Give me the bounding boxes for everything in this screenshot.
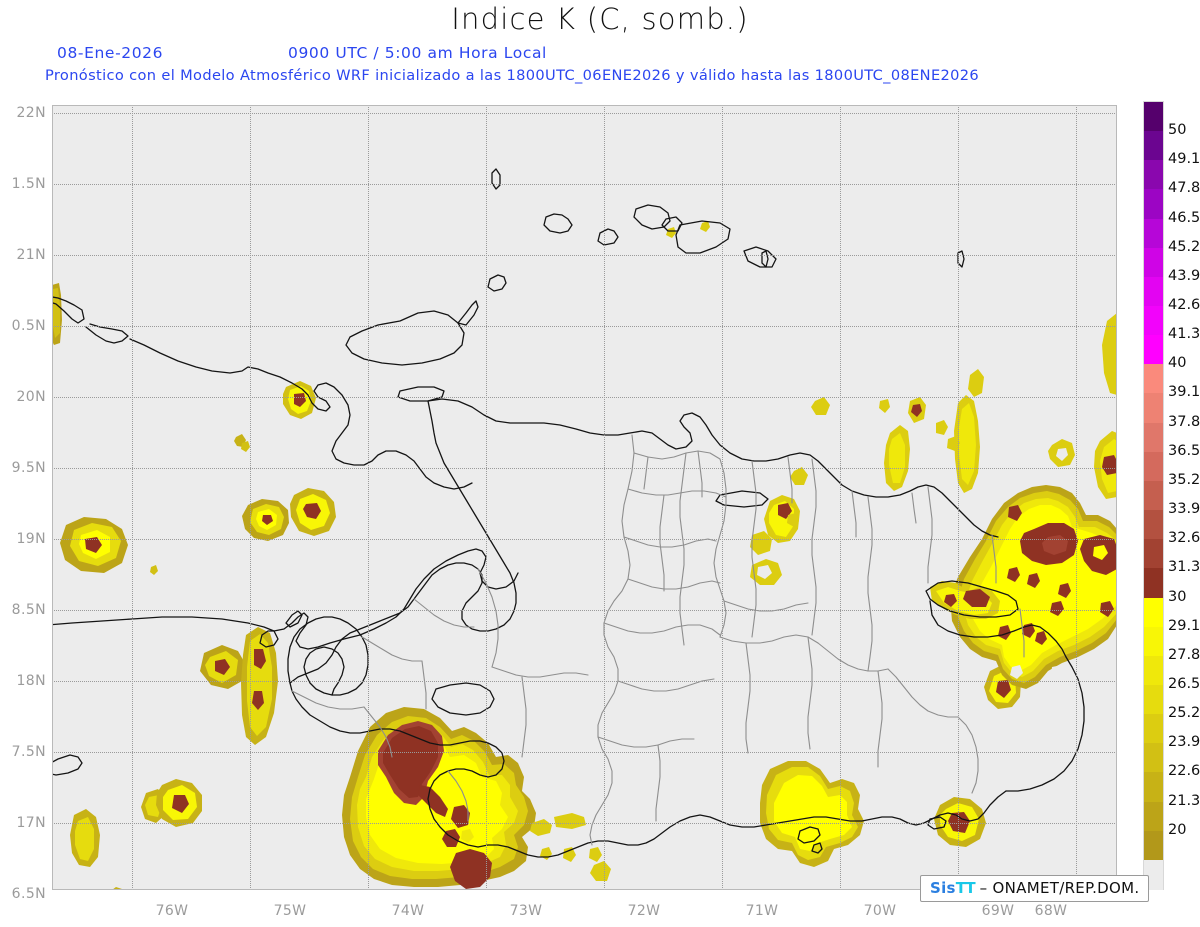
logo-tt: TT <box>955 879 976 897</box>
colorbar-segment <box>1144 510 1163 540</box>
colorbar-tick-label: 47.8 <box>1168 180 1200 197</box>
forecast-date: 08-Ene-2026 <box>57 44 164 62</box>
colorbar-segment <box>1144 218 1163 249</box>
colorbar-tick-label: 30 <box>1168 588 1187 605</box>
colorbar-tick-label: 23.9 <box>1168 734 1200 751</box>
y-axis-label: 6.5N <box>11 886 46 902</box>
colorbar-segment <box>1144 684 1163 715</box>
colorbar-segment <box>1144 626 1163 657</box>
x-axis-label: 71W <box>745 903 779 919</box>
colorbar-tick-label: 25.2 <box>1168 705 1200 722</box>
colorbar-segment <box>1144 830 1163 861</box>
x-axis-label: 74W <box>391 903 425 919</box>
colorbar-segment <box>1144 276 1163 307</box>
colorbar-segment <box>1144 102 1163 132</box>
map-svg <box>52 168 1117 890</box>
colorbar-tick-label: 45.2 <box>1168 238 1200 255</box>
k-index-shading <box>52 221 1117 890</box>
x-axis-label: 76W <box>155 903 189 919</box>
forecast-time: 0900 UTC / 5:00 am Hora Local <box>288 44 547 62</box>
colorbar-tick-label: 39.1 <box>1168 384 1200 401</box>
colorbar-segment <box>1144 247 1163 278</box>
colorbar-tick-label: 29.1 <box>1168 617 1200 634</box>
colorbar-tick-label: 36.5 <box>1168 442 1200 459</box>
colorbar-tick-label: 26.5 <box>1168 675 1200 692</box>
y-axis-label: 17N <box>16 815 46 831</box>
colorbar-segment <box>1144 597 1163 628</box>
colorbar[interactable] <box>1143 101 1164 890</box>
colorbar-segment <box>1144 306 1163 336</box>
colorbar-tick-label: 31.3 <box>1168 559 1200 576</box>
x-axis-label: 73W <box>509 903 543 919</box>
logo-sis: Sis <box>930 879 956 897</box>
y-axis-label: 0.5N <box>11 318 46 334</box>
x-axis-label: 68W <box>1034 903 1068 919</box>
colorbar-segment <box>1144 364 1163 395</box>
colorbar-tick-label: 43.9 <box>1168 267 1200 284</box>
colorbar-segment <box>1144 393 1163 424</box>
colorbar-tick-label: 40 <box>1168 355 1187 372</box>
colorbar-tick-label: 46.5 <box>1168 209 1200 226</box>
colorbar-tick-label: 41.3 <box>1168 326 1200 343</box>
colorbar-segment <box>1144 451 1163 482</box>
coastlines <box>52 168 1085 890</box>
colorbar-tick-label: 27.8 <box>1168 646 1200 663</box>
model-description: Pronóstico con el Modelo Atmosférico WRF… <box>45 67 980 84</box>
y-axis-label: 8.5N <box>11 602 46 618</box>
onamet-logo: SisTT – ONAMET/REP.DOM. <box>920 875 1150 902</box>
y-axis-label: 7.5N <box>11 744 46 760</box>
colorbar-segment <box>1144 743 1163 773</box>
colorbar-tick-label: 35.2 <box>1168 471 1200 488</box>
y-axis-label: 20N <box>16 389 46 405</box>
colorbar-segment <box>1144 714 1163 744</box>
x-axis-label: 75W <box>273 903 307 919</box>
logo-agency: – ONAMET/REP.DOM. <box>979 879 1140 897</box>
colorbar-tick-label: 42.6 <box>1168 297 1200 314</box>
colorbar-tick-label: 20 <box>1168 821 1187 838</box>
colorbar-segment <box>1144 539 1163 569</box>
colorbar-tick-label: 50 <box>1168 122 1187 139</box>
colorbar-tick-label: 37.8 <box>1168 413 1200 430</box>
colorbar-tick-label: 21.3 <box>1168 792 1200 809</box>
page-title: Indice K (C, somb.) <box>451 2 749 36</box>
province-borders <box>291 434 1025 846</box>
y-axis-label: 9.5N <box>11 460 46 476</box>
y-axis-label: 21N <box>16 247 46 263</box>
x-axis-label: 72W <box>627 903 661 919</box>
colorbar-tick-label: 32.6 <box>1168 530 1200 547</box>
colorbar-segment <box>1144 655 1163 686</box>
colorbar-tick-label: 49.1 <box>1168 151 1200 168</box>
colorbar-segment <box>1144 422 1163 453</box>
y-axis-label: 1.5N <box>11 176 46 192</box>
colorbar-segment <box>1144 131 1163 161</box>
y-axis-label: 19N <box>16 531 46 547</box>
colorbar-tick-label: 33.9 <box>1168 501 1200 518</box>
x-axis-label: 69W <box>981 903 1015 919</box>
colorbar-segment <box>1144 160 1163 191</box>
colorbar-segment <box>1144 772 1163 803</box>
colorbar-tick-label: 22.6 <box>1168 763 1200 780</box>
y-axis-label: 18N <box>16 673 46 689</box>
colorbar-segment <box>1144 335 1163 365</box>
map-canvas[interactable] <box>52 105 1117 890</box>
colorbar-segment <box>1144 480 1163 511</box>
y-axis-label: 22N <box>16 105 46 121</box>
colorbar-segment <box>1144 568 1163 599</box>
x-axis-label: 70W <box>863 903 897 919</box>
colorbar-segment <box>1144 189 1163 220</box>
colorbar-segment <box>1144 801 1163 832</box>
